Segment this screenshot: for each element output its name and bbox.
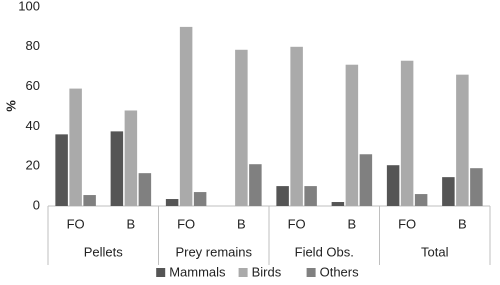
group-label: Prey remains [175,244,252,259]
x-tick-label: B [237,216,246,231]
bar [386,165,400,206]
bar [276,186,289,206]
legend-swatch [156,268,166,277]
bar [414,194,428,206]
y-tick-label: 0 [33,197,40,212]
y-tick-label: 20 [26,158,40,173]
legend-label: Birds [252,264,282,279]
group-label: Pellets [84,244,124,259]
bar [290,46,303,206]
bar [110,131,124,206]
y-tick-label: 40 [26,118,40,133]
x-tick-label: FO [67,216,85,231]
bar [83,195,96,206]
bar [193,192,207,206]
x-tick-label: FO [288,216,306,231]
bar [442,177,455,206]
bar [470,168,483,206]
bar [124,110,138,206]
group-label: Total [421,244,449,259]
bar [165,199,179,206]
legend-swatch [306,268,316,277]
legend-swatch [238,268,248,277]
bar [55,134,68,206]
bar [456,74,469,206]
bar [235,49,248,206]
bar [345,64,359,207]
x-tick-label: B [127,216,136,231]
bar [138,173,152,206]
legend-label: Mammals [169,264,226,279]
x-tick-label: B [348,216,357,231]
y-axis-label: % [3,100,18,112]
bar [304,186,317,206]
legend-label: Others [320,264,360,279]
x-tick-label: FO [177,216,195,231]
group-label: Field Obs. [295,244,354,259]
bar [179,26,193,207]
x-tick-label: B [458,216,467,231]
x-tick-label: FO [398,216,416,231]
y-tick-label: 100 [18,0,40,13]
bar [331,202,345,206]
bar [69,88,82,206]
bar [249,164,262,206]
bar [400,60,414,207]
bar [359,154,373,206]
y-tick-label: 80 [26,38,40,53]
y-tick-label: 60 [26,78,40,93]
